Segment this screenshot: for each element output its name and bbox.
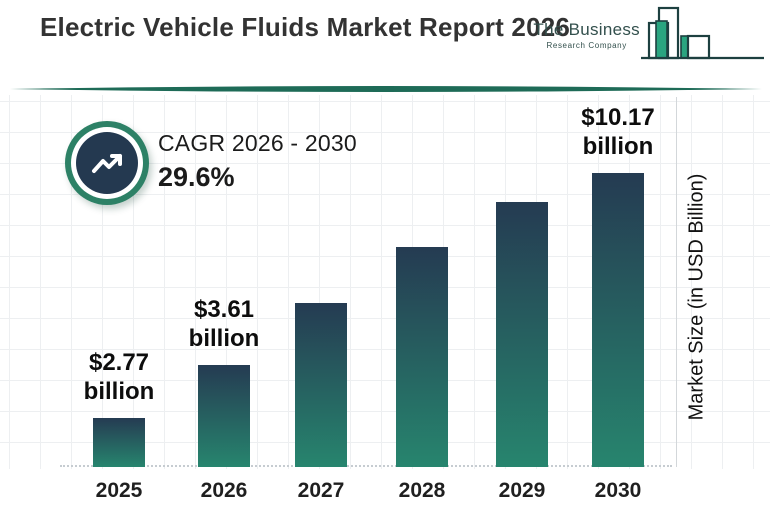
bar-value-line2: billion (83, 378, 155, 405)
bar-2027 (295, 303, 347, 467)
divider-line (10, 86, 762, 92)
cagr-badge-core (76, 132, 138, 194)
bar-value-line2: billion (188, 325, 260, 352)
x-axis-baseline (60, 465, 672, 467)
x-tick-2025: 2025 (95, 479, 143, 502)
x-tick-2030: 2030 (594, 479, 642, 502)
cagr-label: CAGR 2026 - 2030 (158, 130, 357, 156)
y-axis-line (676, 97, 677, 467)
cagr-badge-ring (71, 127, 143, 199)
bar-value-label-2026: $3.61 billion (144, 295, 304, 353)
company-logo: The Business Research Company (533, 3, 768, 65)
bar-chart-logo-icon (641, 6, 764, 60)
cagr-value: 29.6% (158, 162, 235, 192)
company-logo-text: The Business Research Company (533, 20, 640, 50)
bar-value-line1: $2.77 (88, 349, 150, 376)
bar-2030 (592, 173, 644, 467)
bar-2028 (396, 247, 448, 467)
x-tick-2027: 2027 (297, 479, 345, 502)
bar-2025 (93, 418, 145, 467)
x-tick-2026: 2026 (200, 479, 248, 502)
x-tick-2029: 2029 (498, 479, 546, 502)
trending-up-icon (92, 154, 122, 173)
bar-2026 (198, 365, 250, 467)
bar-value-line2: billion (582, 133, 654, 160)
cagr-callout: CAGR 2026 - 2030 29.6% (158, 130, 357, 193)
page-title: Electric Vehicle Fluids Market Report 20… (40, 12, 571, 42)
bar-value-line1: $10.17 (581, 104, 655, 131)
company-subname: Research Company (546, 41, 627, 50)
bar-2029 (496, 202, 548, 467)
company-name: The Business (533, 20, 640, 39)
cagr-badge (65, 121, 149, 205)
x-tick-2028: 2028 (398, 479, 446, 502)
bar-value-label-2030: $10.17 billion (538, 103, 698, 161)
y-axis-label: Market Size (in USD Billion) (685, 173, 708, 421)
bar-value-line1: $3.61 (193, 296, 255, 323)
bar-value-label-2025: $2.77 billion (39, 348, 199, 406)
